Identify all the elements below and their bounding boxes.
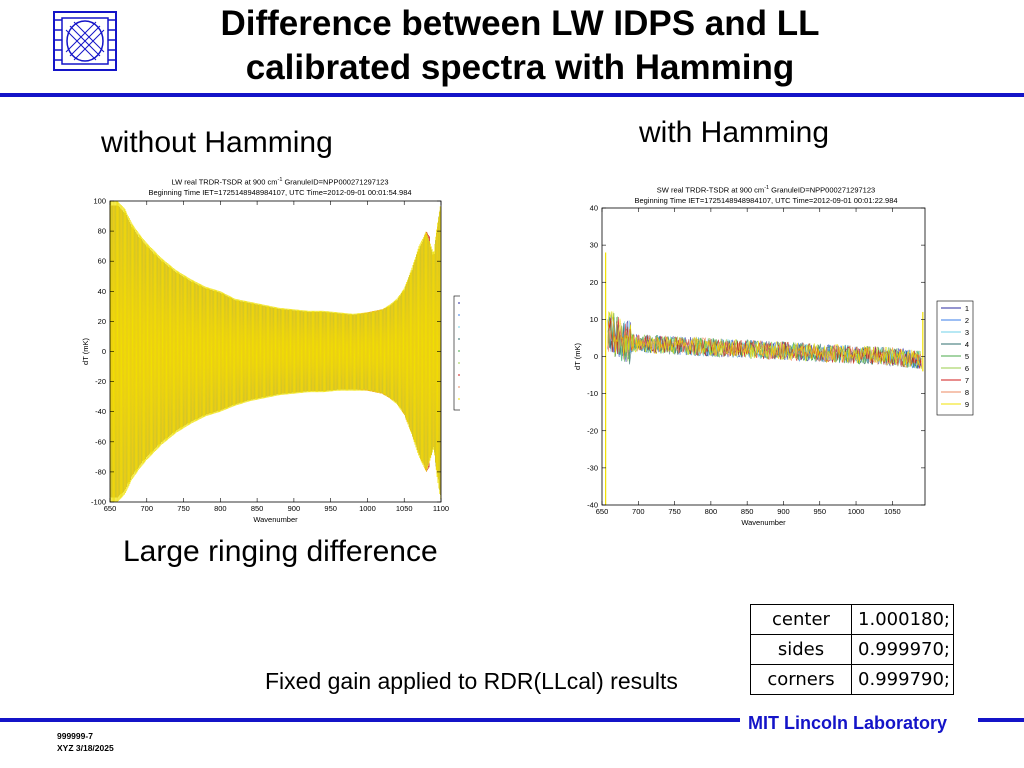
y-tick-label: 0 [102, 347, 106, 356]
chart-2-title-granule: GranuleID=NPP000271297123 [769, 185, 876, 195]
y-tick-label: 10 [590, 315, 598, 324]
gain-value: 0.999970; [851, 634, 954, 665]
series-group [109, 200, 441, 503]
gain-table-row: corners 0.999790; [750, 664, 954, 695]
series-8-line [607, 316, 922, 368]
fixed-gain-note: Fixed gain applied to RDR(LLcal) results [265, 668, 678, 694]
legend-label-3: 3 [965, 328, 969, 337]
y-tick-label: -30 [587, 463, 598, 472]
doc-date: XYZ 3/18/2025 [57, 743, 114, 753]
label-without-hamming: without Hamming [101, 126, 333, 159]
chart-1-title-sup: -1 [277, 177, 283, 183]
x-tick-label: 900 [777, 507, 790, 516]
y-tick-label: 0 [594, 352, 598, 361]
chart-without-hamming: 650 700 750 800 850 900 950 1000 1050 1100 100 80 60… [81, 197, 460, 524]
x-tick-label: 1100 [433, 504, 449, 513]
y-tick-label: 40 [590, 204, 598, 213]
legend-label-8: 8 [965, 388, 969, 397]
x-tick-label: 750 [668, 507, 681, 516]
gain-key: center [750, 604, 852, 635]
legend-label-5: 5 [965, 352, 969, 361]
chart-1-title-main: LW real TRDR-TSDR at 900 cm [171, 177, 278, 187]
x-tick-label: 850 [251, 504, 264, 513]
gain-value: 1.000180; [851, 604, 954, 635]
x-tick-label: 950 [324, 504, 337, 513]
chart-with-hamming: 650 700 750 800 850 900 950 1000 1050 40 30 20 10 0 -1… [573, 204, 974, 527]
footer-rule-left [0, 718, 740, 722]
gain-value: 0.999790; [851, 664, 954, 695]
legend-label-4: 4 [965, 340, 969, 349]
x-axis-label: Wavenumber [253, 515, 298, 524]
large-ringing-note: Large ringing difference [123, 535, 438, 568]
y-tick-label: 60 [98, 257, 106, 266]
y-tick-label: -20 [587, 426, 598, 435]
legend-box [453, 295, 460, 411]
y-tick-label: 40 [98, 287, 106, 296]
gain-table-row: sides 0.999970; [750, 634, 954, 665]
y-tick-label: 80 [98, 227, 106, 236]
doc-number: 999999-7 [57, 731, 93, 741]
x-tick-label: 800 [705, 507, 718, 516]
title-divider [0, 93, 1024, 97]
x-tick-label: 700 [632, 507, 645, 516]
x-tick-label: 700 [141, 504, 154, 513]
chart-2-subtitle: Beginning Time IET=1725148948984107, UTC… [634, 195, 898, 205]
y-tick-label: -80 [95, 467, 106, 476]
series-group [605, 252, 924, 505]
footer-rule-right [978, 718, 1024, 722]
x-tick-label: 1000 [848, 507, 865, 516]
chart-2-title-main: SW real TRDR-TSDR at 900 cm [656, 185, 765, 195]
gain-key: sides [750, 634, 852, 665]
y-tick-label: 30 [590, 241, 598, 250]
y-tick-label: -10 [587, 389, 598, 398]
title-line-1: Difference between LW IDPS and LL [220, 4, 820, 43]
y-axis-label: dT (mK) [573, 343, 582, 370]
lincoln-lab-logo-icon [52, 10, 118, 72]
x-tick-label: 950 [813, 507, 826, 516]
gain-table-row: center 1.000180; [750, 604, 954, 635]
x-axis-label: Wavenumber [741, 518, 786, 527]
y-tick-label: -60 [95, 437, 106, 446]
chart-2-title-sup: -1 [764, 185, 770, 191]
x-tick-label: 800 [214, 504, 227, 513]
gain-key: corners [750, 664, 852, 695]
y-tick-label: 20 [590, 278, 598, 287]
y-tick-label: -100 [91, 498, 106, 507]
lab-name: MIT Lincoln Laboratory [748, 713, 948, 733]
chart-1-title-granule: GranuleID=NPP000271297123 [282, 177, 389, 187]
y-axis-label: dT (mK) [81, 338, 90, 365]
x-tick-label: 900 [288, 504, 301, 513]
x-tick-label: 1050 [884, 507, 901, 516]
x-tick-label: 650 [104, 504, 117, 513]
legend-label-9: 9 [965, 400, 969, 409]
gain-table: center 1.000180; sides 0.999970; corners 0.99… [750, 604, 954, 695]
series-9-line [607, 311, 922, 370]
x-tick-label: 1050 [396, 504, 413, 513]
y-tick-label: -40 [95, 407, 106, 416]
y-tick-label: 100 [93, 197, 106, 206]
x-tick-label: 850 [741, 507, 754, 516]
legend-label-1: 1 [965, 304, 969, 313]
label-with-hamming: with Hamming [639, 116, 830, 149]
legend-label-2: 2 [965, 316, 969, 325]
slide-title: Difference between LW IDPS and LL calibr… [150, 2, 890, 90]
legend-label-6: 6 [965, 364, 969, 373]
chart-2-title: SW real TRDR-TSDR at 900 cm-1 GranuleID=… [596, 183, 936, 206]
series-9-line [109, 200, 441, 503]
chart-1-title: LW real TRDR-TSDR at 900 cm-1 GranuleID=… [110, 175, 450, 198]
y-tick-label: 20 [98, 317, 106, 326]
chart-1-subtitle: Beginning Time IET=1725148948984107, UTC… [148, 187, 412, 197]
x-tick-label: 1000 [359, 504, 376, 513]
x-tick-label: 650 [596, 507, 609, 516]
legend-label-7: 7 [965, 376, 969, 385]
y-tick-label: -40 [587, 501, 598, 510]
y-tick-label: -20 [95, 377, 106, 386]
title-line-2: calibrated spectra with Hamming [245, 48, 795, 87]
x-tick-label: 750 [177, 504, 190, 513]
